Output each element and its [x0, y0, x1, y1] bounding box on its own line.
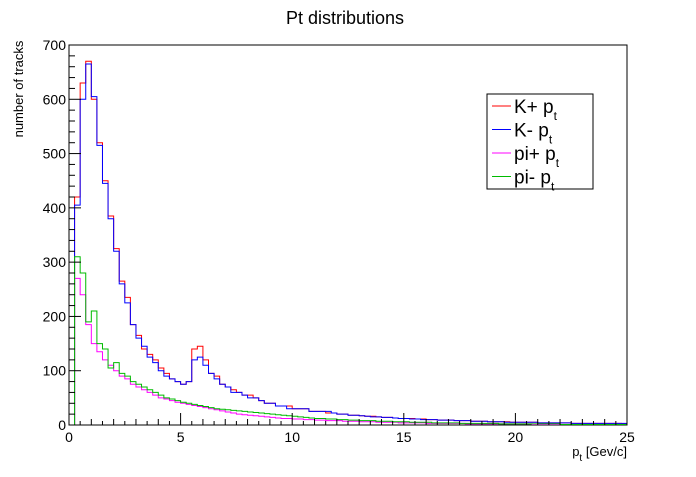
x-tick-label: 0 [65, 429, 73, 445]
legend-entry-sub: t [554, 109, 558, 123]
legend-entry-main: pi- p [514, 168, 551, 189]
x-tick-label: 25 [619, 429, 635, 445]
legend-entry-label: pi- pt [514, 168, 555, 194]
legend-entry-label: K- pt [514, 121, 553, 147]
y-tick-label: 600 [43, 91, 67, 107]
x-axis-ticks: 0 5 10 15 20 25 [65, 413, 635, 445]
x-axis-label: pt [Gev/c] [572, 444, 627, 464]
legend-box [486, 93, 594, 190]
chart-title: Pt distributions [286, 8, 404, 28]
legend-entry-sub: t [549, 133, 553, 147]
legend-entry-label: pi+ pt [514, 144, 560, 170]
series-line-2 [69, 63, 627, 426]
y-tick-label: 300 [43, 254, 67, 270]
x-axis-label-sub: t [579, 453, 582, 464]
x-tick-label: 5 [177, 429, 185, 445]
y-tick-label: 0 [58, 417, 66, 433]
x-tick-label: 20 [508, 429, 524, 445]
x-tick-label: 10 [284, 429, 300, 445]
legend-entry-sub: t [551, 180, 555, 194]
series-line-3 [69, 277, 627, 426]
legend-entry-main: K+ p [514, 97, 554, 118]
y-tick-label: 700 [43, 37, 67, 53]
x-tick-label: 15 [396, 429, 412, 445]
y-tick-label: 500 [43, 146, 67, 162]
legend-entry-label: K+ pt [514, 97, 558, 123]
y-axis-label: number of tracks [11, 40, 26, 137]
y-tick-label: 200 [43, 308, 67, 324]
y-tick-label: 100 [43, 363, 67, 379]
series-line-4 [69, 256, 627, 426]
legend-entry-main: K- p [514, 121, 549, 142]
x-axis-label-main: p [572, 444, 579, 459]
x-axis-label-unit: [Gev/c] [582, 444, 627, 459]
y-tick-label: 400 [43, 200, 67, 216]
legend-entry-sub: t [556, 156, 560, 170]
y-axis-ticks: 0 100 200 300 400 500 600 700 [43, 37, 81, 433]
legend-entry-main: pi+ p [514, 144, 556, 165]
